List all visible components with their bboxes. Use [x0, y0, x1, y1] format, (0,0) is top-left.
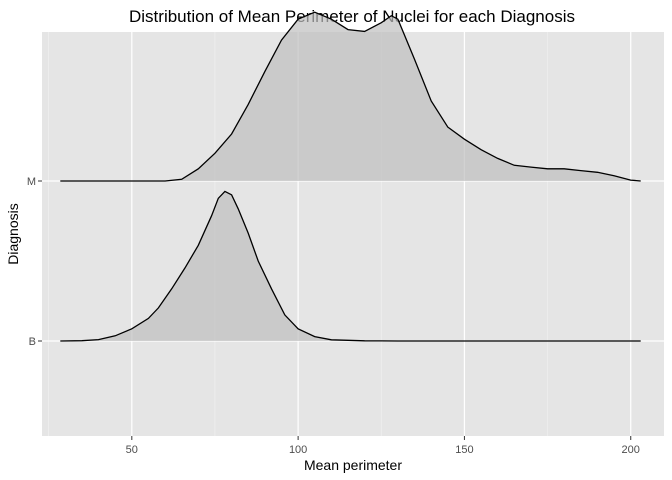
y-tick-label: M	[27, 176, 36, 188]
y-axis-title: Diagnosis	[5, 203, 21, 264]
x-axis: 50 100 150 200	[126, 436, 640, 456]
x-tick-label: 200	[622, 444, 640, 456]
density-line-m	[60, 11, 641, 182]
density-area-b	[60, 191, 641, 341]
density-ridges	[60, 11, 641, 342]
y-axis: BM	[27, 176, 42, 348]
density-line-b	[60, 190, 641, 342]
x-tick-label: 50	[126, 444, 138, 456]
density-area-m	[60, 12, 641, 182]
x-tick-label: 150	[455, 444, 473, 456]
x-tick-label: 100	[289, 444, 307, 456]
x-axis-title: Mean perimeter	[304, 457, 402, 473]
y-tick-label: B	[29, 336, 36, 348]
chart-title: Distribution of Mean Perimeter of Nuclei…	[129, 7, 575, 26]
